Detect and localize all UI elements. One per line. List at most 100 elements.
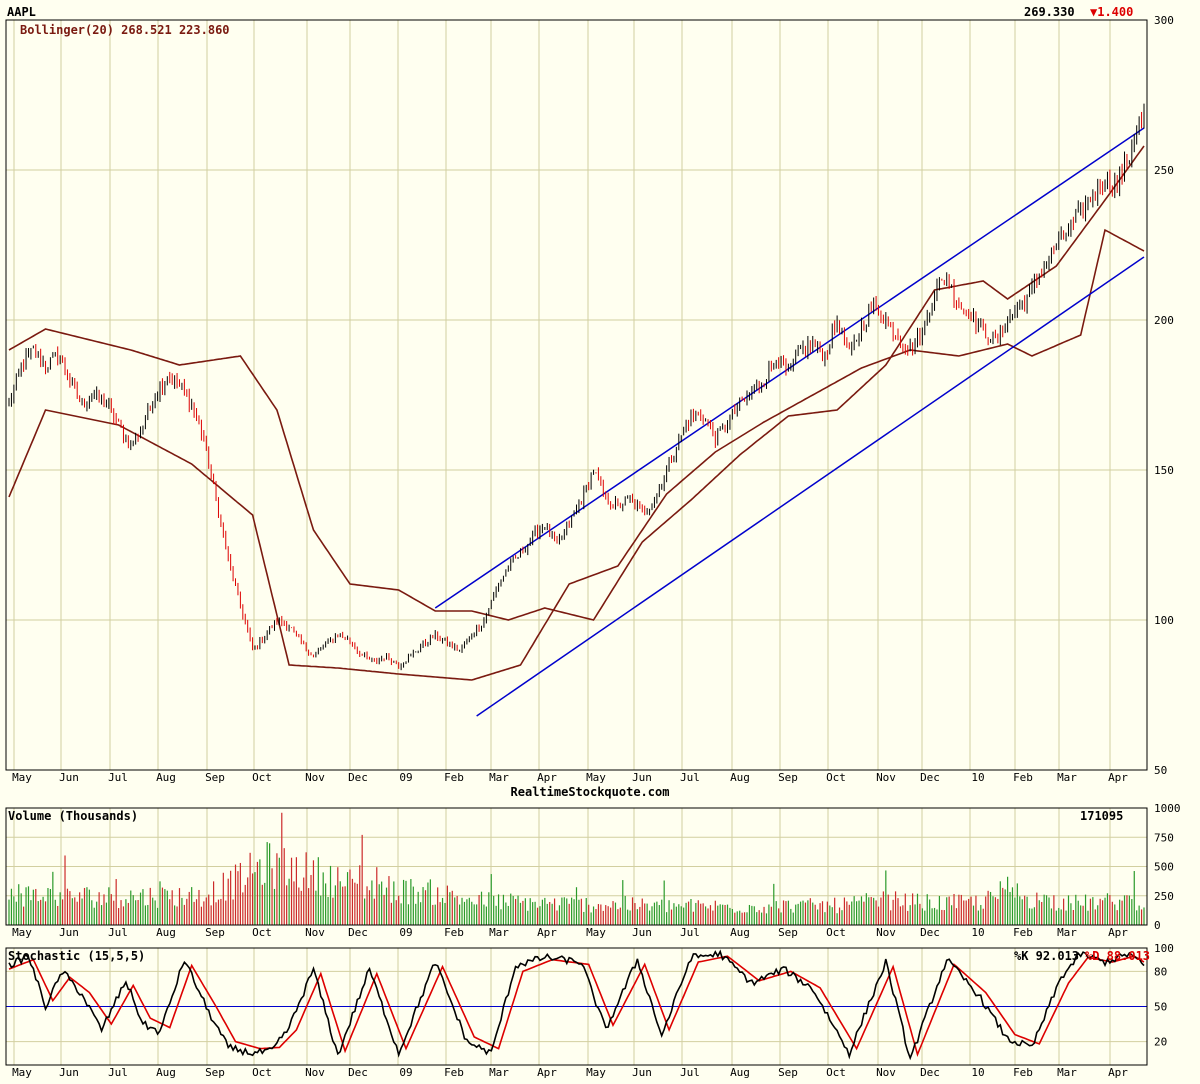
stochastic-title: Stochastic (15,5,5) xyxy=(8,949,145,963)
stochastic-y-tick-label: 20 xyxy=(1154,1036,1167,1049)
volume-x-tick-label: May xyxy=(586,926,606,939)
price-x-tick-label: Jul xyxy=(108,771,128,784)
stochastic-x-tick-label: Jul xyxy=(108,1066,128,1079)
price-x-tick-label: Jun xyxy=(632,771,652,784)
stochastic-x-tick-label: May xyxy=(586,1066,606,1079)
stochastic-x-tick-label: Sep xyxy=(205,1066,225,1079)
stochastic-x-axis: May Jun Jul Aug Sep Oct Nov Dec 09 Feb Mar Apr May Ju… xyxy=(12,1066,1128,1079)
price-x-tick-label: 10 xyxy=(971,771,984,784)
price-change: ▼1.400 xyxy=(1090,5,1133,19)
stochastic-x-tick-label: Apr xyxy=(1108,1066,1128,1079)
volume-y-tick-label: 1000 xyxy=(1154,802,1181,815)
last-price: 269.330 xyxy=(1024,5,1075,19)
price-x-tick-label: Feb xyxy=(444,771,464,784)
stochastic-x-tick-label: Oct xyxy=(826,1066,846,1079)
price-x-tick-label: Mar xyxy=(1057,771,1077,784)
volume-x-tick-label: Nov xyxy=(876,926,896,939)
stochastic-grid xyxy=(6,947,1147,1065)
volume-x-tick-label: Jun xyxy=(632,926,652,939)
stochastic-x-tick-label: Feb xyxy=(1013,1066,1033,1079)
volume-x-tick-label: 09 xyxy=(399,926,412,939)
volume-x-tick-label: May xyxy=(12,926,32,939)
stochastic-k-value: %K 92.013 xyxy=(1014,949,1079,963)
stochastic-x-tick-label: Aug xyxy=(730,1066,750,1079)
price-y-tick-label: 150 xyxy=(1154,464,1174,477)
volume-x-tick-label: Sep xyxy=(778,926,798,939)
channel-lower-line xyxy=(476,256,1145,717)
price-x-tick-label: Aug xyxy=(730,771,750,784)
volume-x-tick-label: Aug xyxy=(156,926,176,939)
price-x-tick-label: Sep xyxy=(778,771,798,784)
price-y-tick-label: 300 xyxy=(1154,14,1174,27)
trend-channel xyxy=(434,127,1145,717)
volume-panel-frame xyxy=(5,807,1148,926)
price-panel: 50 100 150 200 250 300 May Jun Jul Aug Sep Oct Nov D… xyxy=(5,5,1174,799)
stochastic-x-tick-label: Dec xyxy=(920,1066,940,1079)
bollinger-lower-band xyxy=(8,228,1145,681)
volume-x-tick-label: Oct xyxy=(826,926,846,939)
bollinger-upper-band xyxy=(8,145,1145,621)
volume-y-tick-label: 0 xyxy=(1154,919,1161,932)
stochastic-x-tick-label: Nov xyxy=(876,1066,896,1079)
stochastic-x-tick-label: Mar xyxy=(1057,1066,1077,1079)
volume-x-tick-label: Apr xyxy=(1108,926,1128,939)
volume-y-tick-label: 250 xyxy=(1154,890,1174,903)
price-x-tick-label: Oct xyxy=(826,771,846,784)
volume-panel: 0 250 500 750 1000 May Jun Jul Aug Sep Oct Nov Dec 0… xyxy=(5,802,1181,939)
volume-x-tick-label: Jun xyxy=(59,926,79,939)
stochastic-x-tick-label: Jun xyxy=(632,1066,652,1079)
volume-x-tick-label: Feb xyxy=(1013,926,1033,939)
volume-title: Volume (Thousands) xyxy=(8,809,138,823)
volume-x-tick-label: Dec xyxy=(920,926,940,939)
volume-y-tick-label: 750 xyxy=(1154,831,1174,844)
volume-x-tick-label: Jul xyxy=(108,926,128,939)
volume-last-value: 171095 xyxy=(1080,809,1123,823)
volume-x-tick-label: Aug xyxy=(730,926,750,939)
price-x-tick-label: Sep xyxy=(205,771,225,784)
stochastic-panel-frame xyxy=(5,947,1148,1066)
volume-x-tick-label: Oct xyxy=(252,926,272,939)
price-x-tick-label: Apr xyxy=(537,771,557,784)
volume-x-tick-label: Mar xyxy=(489,926,509,939)
price-x-tick-label: May xyxy=(586,771,606,784)
symbol-label: AAPL xyxy=(7,5,36,19)
price-y-tick-label: 100 xyxy=(1154,614,1174,627)
volume-x-tick-label: Jul xyxy=(680,926,700,939)
price-x-tick-label: Nov xyxy=(305,771,325,784)
volume-x-tick-label: Apr xyxy=(537,926,557,939)
price-x-axis: May Jun Jul Aug Sep Oct Nov Dec 09 Feb Mar Apr May Ju… xyxy=(12,771,1128,784)
volume-x-axis: May Jun Jul Aug Sep Oct Nov Dec 09 Feb Mar Apr May Ju… xyxy=(12,926,1128,939)
stochastic-x-tick-label: 10 xyxy=(971,1066,984,1079)
volume-x-tick-label: Nov xyxy=(305,926,325,939)
stochastic-x-tick-label: Jul xyxy=(680,1066,700,1079)
stochastic-x-tick-label: May xyxy=(12,1066,32,1079)
source-label: RealtimeStockquote.com xyxy=(511,785,670,799)
volume-bars xyxy=(8,812,1145,925)
volume-x-tick-label: Mar xyxy=(1057,926,1077,939)
stochastic-x-tick-label: Nov xyxy=(305,1066,325,1079)
stochastic-y-tick-label: 80 xyxy=(1154,965,1167,978)
stochastic-x-tick-label: Mar xyxy=(489,1066,509,1079)
price-grid xyxy=(6,19,1147,771)
stochastic-x-tick-label: Sep xyxy=(778,1066,798,1079)
price-y-axis: 50 100 150 200 250 300 xyxy=(1154,14,1174,777)
price-x-tick-label: Jul xyxy=(680,771,700,784)
volume-y-tick-label: 500 xyxy=(1154,861,1174,874)
stochastic-x-tick-label: 09 xyxy=(399,1066,412,1079)
bollinger-annotation: Bollinger(20) 268.521 223.860 xyxy=(20,23,230,37)
stochastic-x-tick-label: Jun xyxy=(59,1066,79,1079)
price-candles xyxy=(8,103,1145,671)
volume-x-tick-label: Dec xyxy=(348,926,368,939)
volume-x-tick-label: Sep xyxy=(205,926,225,939)
stochastic-lines xyxy=(8,949,1145,1061)
stochastic-d-value: %D 88.013 xyxy=(1085,949,1150,963)
price-x-tick-label: Dec xyxy=(920,771,940,784)
stochastic-y-tick-label: 50 xyxy=(1154,1001,1167,1014)
price-x-tick-label: Nov xyxy=(876,771,896,784)
price-x-tick-label: Feb xyxy=(1013,771,1033,784)
stochastic-x-tick-label: Oct xyxy=(252,1066,272,1079)
price-panel-frame xyxy=(5,19,1148,771)
price-x-tick-label: Jun xyxy=(59,771,79,784)
